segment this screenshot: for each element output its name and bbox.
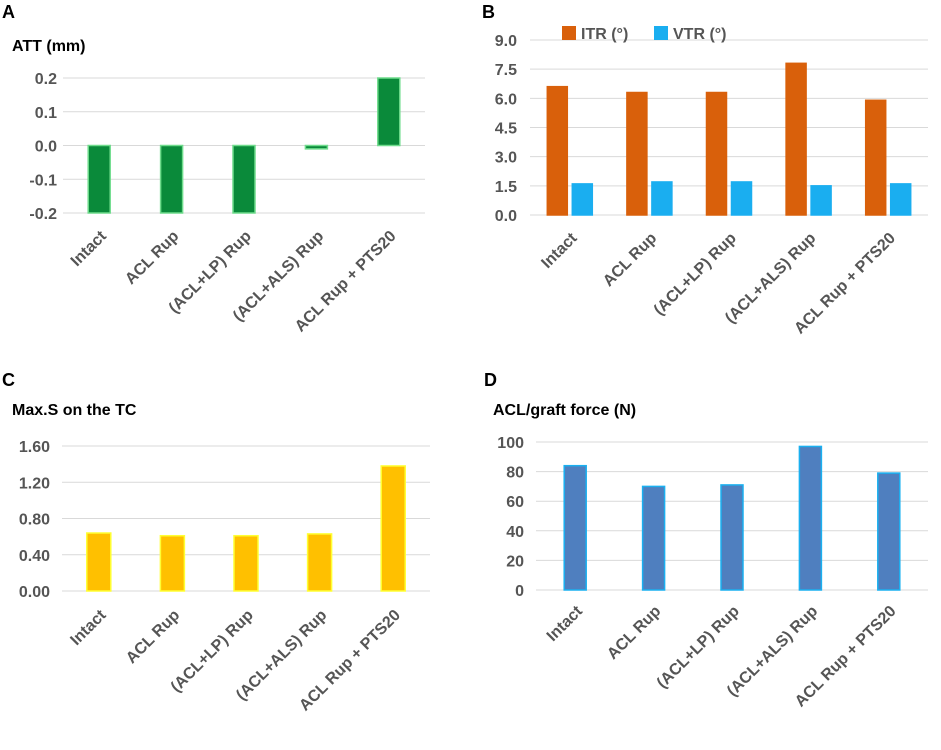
bar-c-0-4 bbox=[380, 465, 406, 592]
bar-b-0-2 bbox=[705, 91, 728, 216]
bar-d-0-1 bbox=[641, 485, 666, 591]
bar-b-0-1 bbox=[626, 91, 648, 216]
y-tick-label: 0 bbox=[515, 583, 524, 600]
y-tick-label: 80 bbox=[506, 465, 524, 482]
bar-b-1-1 bbox=[651, 181, 673, 216]
bar-c-0-3 bbox=[306, 533, 333, 592]
y-tick-label: 0.0 bbox=[495, 208, 517, 225]
bar-b-1-0 bbox=[571, 183, 594, 216]
bar-a-0-2 bbox=[232, 144, 256, 214]
y-tick-label: 0.2 bbox=[35, 71, 57, 88]
bar-a-0-4 bbox=[377, 77, 401, 147]
y-tick-label: 100 bbox=[497, 435, 524, 452]
chart-title: Max.S on the TC bbox=[12, 402, 137, 419]
panel-letter: B bbox=[482, 2, 495, 22]
chart-title: ATT (mm) bbox=[12, 38, 85, 55]
bar-a-0-1 bbox=[159, 144, 184, 214]
y-tick-label: 0.40 bbox=[19, 548, 50, 565]
y-tick-label: 0.1 bbox=[35, 105, 57, 122]
legend-label: ITR (°) bbox=[581, 26, 628, 43]
chart-panel-b: B 0.0 1.5 3.0 4.5 6.0 7.5 9.0 Intact ACL Rup(ACL+… bbox=[482, 2, 928, 337]
category-label: Intact bbox=[68, 227, 111, 270]
category-label: (ACL+LP) Rup bbox=[651, 230, 740, 319]
legend-swatch bbox=[562, 26, 576, 40]
y-tick-label: 0.0 bbox=[35, 139, 57, 156]
category-label: ACL Rup bbox=[123, 607, 183, 667]
y-tick-label: 60 bbox=[506, 494, 524, 511]
legend-label: VTR (°) bbox=[673, 26, 727, 43]
bar-b-1-3 bbox=[810, 185, 832, 216]
bar-c-0-1 bbox=[159, 534, 186, 592]
y-tick-label: 6.0 bbox=[495, 91, 517, 108]
category-label: ACL Rup bbox=[600, 230, 660, 290]
bar-c-0-2 bbox=[233, 534, 259, 592]
y-tick-label: 3.0 bbox=[495, 150, 517, 167]
panel-letter: C bbox=[2, 370, 15, 390]
y-tick-label: 9.0 bbox=[495, 33, 517, 50]
panel-letter: A bbox=[2, 2, 15, 22]
chart-title: ACL/graft force (N) bbox=[493, 402, 636, 419]
y-tick-label: 40 bbox=[506, 524, 524, 541]
y-tick-label: 1.20 bbox=[19, 475, 50, 492]
y-tick-label: 20 bbox=[506, 553, 524, 570]
y-tick-label: 7.5 bbox=[495, 62, 517, 79]
bar-d-0-4 bbox=[877, 472, 901, 591]
bar-a-0-3 bbox=[304, 144, 329, 150]
category-label: Intact bbox=[67, 606, 110, 649]
y-tick-label: 4.5 bbox=[495, 121, 517, 138]
bar-d-0-2 bbox=[720, 484, 744, 591]
bar-d-0-0 bbox=[563, 464, 587, 591]
bar-d-0-3 bbox=[798, 445, 823, 591]
y-tick-label: -0.1 bbox=[29, 172, 57, 189]
bar-c-0-0 bbox=[86, 532, 112, 592]
y-tick-label: -0.2 bbox=[29, 206, 57, 223]
category-label: Intact bbox=[538, 229, 581, 272]
chart-panel-d: D ACL/graft force (N) 0 20 40 60 80 100 Intact AC… bbox=[484, 370, 928, 710]
category-label: (ACL+LP) Rup bbox=[654, 603, 743, 692]
bar-b-0-0 bbox=[546, 85, 569, 216]
bar-b-0-4 bbox=[864, 99, 887, 216]
y-tick-label: 1.60 bbox=[19, 439, 50, 456]
bar-b-1-2 bbox=[730, 181, 753, 216]
panel-letter: D bbox=[484, 370, 497, 390]
legend-swatch bbox=[654, 26, 668, 40]
bar-a-0-0 bbox=[87, 144, 111, 214]
y-tick-label: 0.80 bbox=[19, 512, 50, 529]
category-label: ACL Rup bbox=[122, 228, 182, 288]
bar-b-1-4 bbox=[889, 183, 912, 216]
category-label: ACL Rup bbox=[604, 603, 664, 663]
chart-panel-c: C Max.S on the TC 0.00 0.40 0.80 1.20 1.60 Inta… bbox=[2, 370, 430, 714]
category-label: Intact bbox=[544, 602, 587, 645]
bar-b-0-3 bbox=[785, 62, 807, 216]
y-tick-label: 1.5 bbox=[495, 179, 517, 196]
y-tick-label: 0.00 bbox=[19, 584, 50, 601]
